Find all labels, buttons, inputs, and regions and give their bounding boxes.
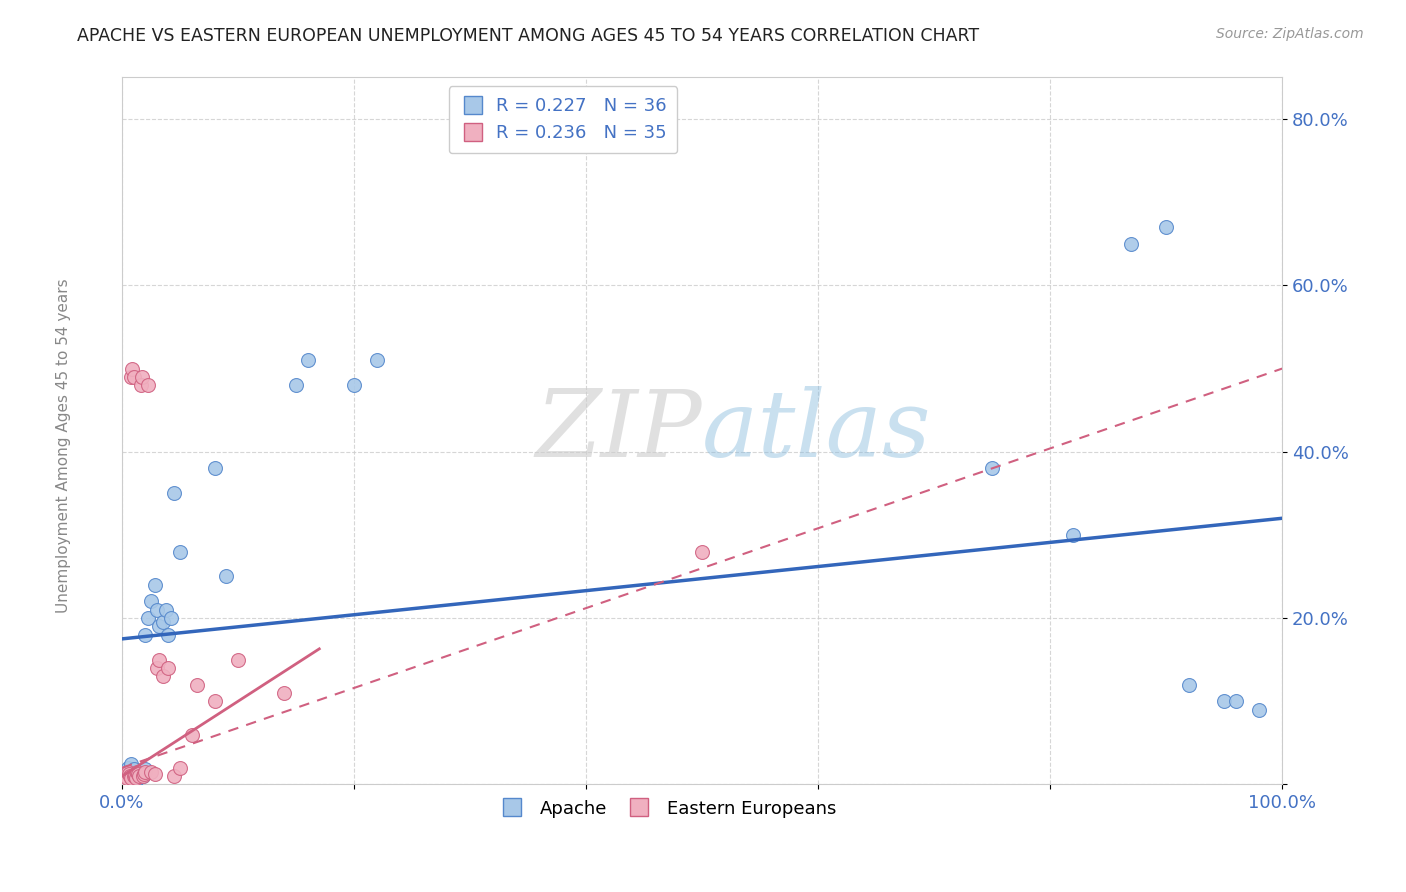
Point xyxy=(152,669,174,683)
Point xyxy=(132,769,155,783)
Point xyxy=(122,769,145,783)
Point xyxy=(131,370,153,384)
Point xyxy=(1213,694,1236,708)
Point xyxy=(1154,220,1177,235)
Point xyxy=(125,773,148,788)
Point xyxy=(129,378,152,392)
Point xyxy=(690,544,713,558)
Point xyxy=(285,378,308,392)
Point xyxy=(343,378,366,392)
Point xyxy=(120,769,142,783)
Point xyxy=(273,686,295,700)
Point xyxy=(148,653,170,667)
Point xyxy=(136,378,159,392)
Point xyxy=(132,769,155,783)
Point xyxy=(128,767,150,781)
Point xyxy=(163,486,186,500)
Text: APACHE VS EASTERN EUROPEAN UNEMPLOYMENT AMONG AGES 45 TO 54 YEARS CORRELATION CH: APACHE VS EASTERN EUROPEAN UNEMPLOYMENT … xyxy=(77,27,980,45)
Point xyxy=(366,353,388,368)
Point xyxy=(124,769,146,783)
Point xyxy=(136,611,159,625)
Point xyxy=(157,661,180,675)
Text: Unemployment Among Ages 45 to 54 years: Unemployment Among Ages 45 to 54 years xyxy=(56,278,70,614)
Point xyxy=(120,756,142,771)
Point xyxy=(155,603,177,617)
Point xyxy=(125,771,148,785)
Point xyxy=(226,653,249,667)
Point xyxy=(159,611,181,625)
Point xyxy=(1178,678,1201,692)
Point xyxy=(127,767,149,781)
Point xyxy=(139,764,162,779)
Text: Source: ZipAtlas.com: Source: ZipAtlas.com xyxy=(1216,27,1364,41)
Point xyxy=(152,615,174,630)
Point xyxy=(143,767,166,781)
Point xyxy=(134,763,156,777)
Point xyxy=(114,769,136,783)
Point xyxy=(139,594,162,608)
Point xyxy=(120,764,142,779)
Point xyxy=(120,370,142,384)
Point xyxy=(981,461,1004,475)
Point xyxy=(122,763,145,777)
Point xyxy=(169,544,191,558)
Point xyxy=(180,727,202,741)
Point xyxy=(134,628,156,642)
Point xyxy=(169,761,191,775)
Point xyxy=(148,619,170,633)
Point xyxy=(115,771,138,785)
Point xyxy=(122,370,145,384)
Point xyxy=(143,578,166,592)
Point xyxy=(146,661,169,675)
Point xyxy=(127,764,149,779)
Point xyxy=(121,769,143,783)
Point xyxy=(146,603,169,617)
Point xyxy=(1225,694,1247,708)
Point xyxy=(128,769,150,783)
Point xyxy=(204,461,226,475)
Point xyxy=(186,678,208,692)
Point xyxy=(1121,236,1143,251)
Point xyxy=(1062,528,1084,542)
Point xyxy=(120,771,142,785)
Point xyxy=(134,764,156,779)
Point xyxy=(204,694,226,708)
Point xyxy=(297,353,319,368)
Legend: Apache, Eastern Europeans: Apache, Eastern Europeans xyxy=(491,792,844,825)
Point xyxy=(157,628,180,642)
Point xyxy=(132,767,155,781)
Point xyxy=(163,769,186,783)
Point xyxy=(127,771,149,785)
Point xyxy=(118,767,141,781)
Point xyxy=(1247,702,1270,716)
Point xyxy=(215,569,238,583)
Point xyxy=(121,361,143,376)
Text: atlas: atlas xyxy=(702,386,932,476)
Text: ZIP: ZIP xyxy=(536,386,702,476)
Point xyxy=(117,764,139,779)
Point xyxy=(117,761,139,775)
